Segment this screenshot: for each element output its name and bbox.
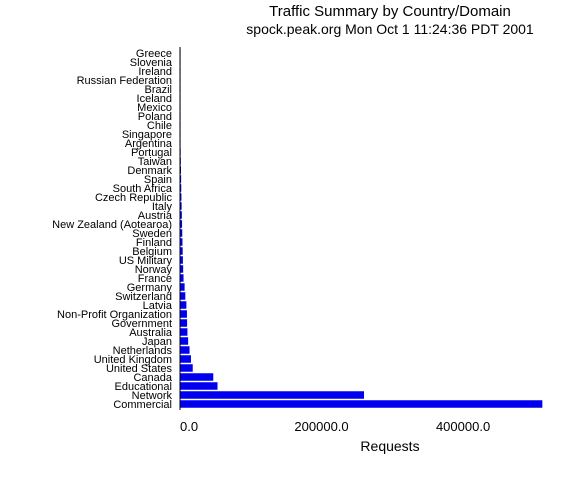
category-label: Educational xyxy=(115,381,173,393)
category-label: Portugal xyxy=(131,147,172,159)
chart-subtitle: spock.peak.org Mon Oct 1 11:24:36 PDT 20… xyxy=(246,21,534,37)
bar-netherlands xyxy=(180,346,190,354)
category-label: Singapore xyxy=(122,129,172,141)
category-label: Czech Republic xyxy=(95,192,173,204)
bar-finland xyxy=(180,238,183,246)
category-label: United States xyxy=(106,363,173,375)
category-label: Austria xyxy=(138,210,173,222)
category-label: Switzerland xyxy=(115,291,172,303)
category-label: Belgium xyxy=(132,246,172,258)
bar-belgium xyxy=(180,247,183,255)
category-label: Non-Profit Organization xyxy=(57,309,172,321)
category-label: Canada xyxy=(133,372,172,384)
bar-switzerland xyxy=(180,292,186,300)
x-tick-label: 400000.0 xyxy=(436,419,490,434)
category-label: Denmark xyxy=(127,165,172,177)
category-label: Russian Federation xyxy=(77,75,172,87)
category-label: Slovenia xyxy=(130,57,173,69)
category-label: Italy xyxy=(152,201,173,213)
bar-germany xyxy=(180,283,185,291)
category-label: Argentina xyxy=(125,138,173,150)
bar-non-profit-organization xyxy=(180,310,187,318)
bar-italy xyxy=(180,202,182,210)
category-label: Network xyxy=(132,390,173,402)
category-label: Ireland xyxy=(138,66,172,78)
category-label: Poland xyxy=(138,111,172,123)
bar-sweden xyxy=(180,229,183,237)
category-label: Latvia xyxy=(143,300,173,312)
bar-united-states xyxy=(180,364,193,372)
category-label: Spain xyxy=(144,174,172,186)
category-label: Japan xyxy=(142,336,172,348)
bar-new-zealand-aotearoa xyxy=(180,220,183,228)
category-label: Chile xyxy=(147,120,172,132)
bar-japan xyxy=(180,337,189,345)
category-label: Netherlands xyxy=(113,345,173,357)
x-axis-title: Requests xyxy=(360,438,419,454)
category-label: Norway xyxy=(135,264,173,276)
bar-commercial xyxy=(180,400,543,408)
bar-france xyxy=(180,274,184,282)
bar-norway xyxy=(180,265,184,273)
x-tick-label: 0.0 xyxy=(180,419,198,434)
category-label: Taiwan xyxy=(138,156,172,168)
category-label: Greece xyxy=(136,48,172,60)
bar-spain xyxy=(180,175,182,183)
bar-south-africa xyxy=(180,184,182,192)
bars-group xyxy=(180,49,543,408)
category-label: Commercial xyxy=(113,399,172,411)
category-label: Mexico xyxy=(137,102,172,114)
x-axis-ticks: 0.0 200000.0 400000.0 xyxy=(180,419,490,434)
bar-network xyxy=(180,391,364,399)
category-label: Brazil xyxy=(144,84,172,96)
category-label: Government xyxy=(111,318,172,330)
category-label: Australia xyxy=(129,327,173,339)
bar-canada xyxy=(180,373,214,381)
bar-united-kingdom xyxy=(180,355,191,363)
bar-government xyxy=(180,319,188,327)
category-label: Sweden xyxy=(132,228,172,240)
bar-us-military xyxy=(180,256,183,264)
bar-latvia xyxy=(180,301,187,309)
category-label: New Zealand (Aotearoa) xyxy=(52,219,172,231)
category-label: France xyxy=(138,273,172,285)
x-tick-label: 200000.0 xyxy=(294,419,348,434)
bar-australia xyxy=(180,328,188,336)
category-label: Finland xyxy=(136,237,172,249)
category-label: US Military xyxy=(119,255,173,267)
category-label: United Kingdom xyxy=(94,354,172,366)
chart-title: Traffic Summary by Country/Domain xyxy=(269,3,511,20)
bar-educational xyxy=(180,382,218,390)
category-label: Germany xyxy=(127,282,173,294)
bar-austria xyxy=(180,211,182,219)
category-label: Iceland xyxy=(137,93,172,105)
bar-czech-republic xyxy=(180,193,182,201)
category-label: South Africa xyxy=(113,183,173,195)
